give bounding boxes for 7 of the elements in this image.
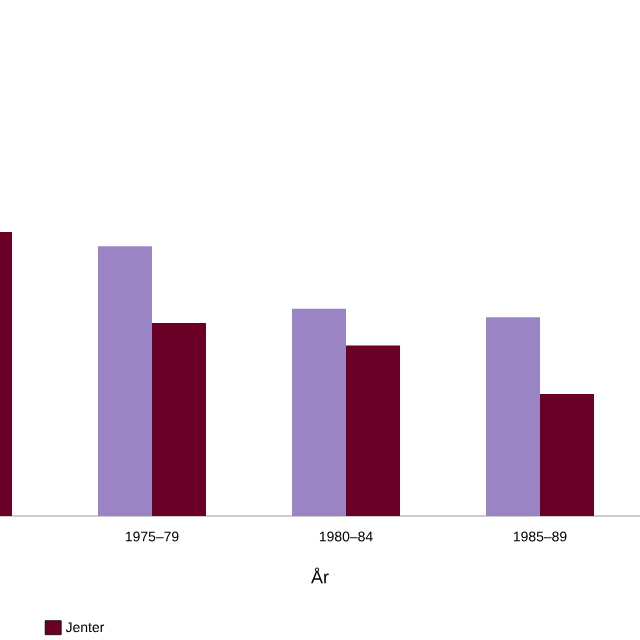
bar [486,317,541,516]
bar [98,246,152,516]
bar [540,393,595,516]
bar [292,308,346,516]
bar [152,322,206,516]
bar [346,345,400,516]
x-axis-title: År [311,567,329,584]
